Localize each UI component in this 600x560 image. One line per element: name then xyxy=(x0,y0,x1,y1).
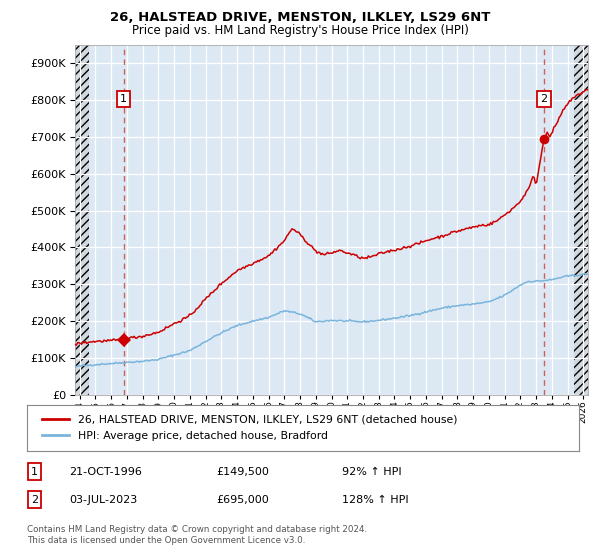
Text: 21-OCT-1996: 21-OCT-1996 xyxy=(69,466,142,477)
Text: 1: 1 xyxy=(31,466,38,477)
Text: 128% ↑ HPI: 128% ↑ HPI xyxy=(342,494,409,505)
Bar xyxy=(574,45,588,395)
Legend: 26, HALSTEAD DRIVE, MENSTON, ILKLEY, LS29 6NT (detached house), HPI: Average pri: 26, HALSTEAD DRIVE, MENSTON, ILKLEY, LS2… xyxy=(38,410,462,445)
Text: 03-JUL-2023: 03-JUL-2023 xyxy=(69,494,137,505)
Text: £149,500: £149,500 xyxy=(216,466,269,477)
Text: 1: 1 xyxy=(120,94,127,104)
Text: Contains HM Land Registry data © Crown copyright and database right 2024.
This d: Contains HM Land Registry data © Crown c… xyxy=(27,525,367,545)
Text: 26, HALSTEAD DRIVE, MENSTON, ILKLEY, LS29 6NT: 26, HALSTEAD DRIVE, MENSTON, ILKLEY, LS2… xyxy=(110,11,490,24)
Text: 2: 2 xyxy=(31,494,38,505)
Text: 92% ↑ HPI: 92% ↑ HPI xyxy=(342,466,401,477)
Text: 2: 2 xyxy=(541,94,548,104)
Bar xyxy=(75,45,89,395)
Text: Price paid vs. HM Land Registry's House Price Index (HPI): Price paid vs. HM Land Registry's House … xyxy=(131,24,469,36)
Text: £695,000: £695,000 xyxy=(216,494,269,505)
